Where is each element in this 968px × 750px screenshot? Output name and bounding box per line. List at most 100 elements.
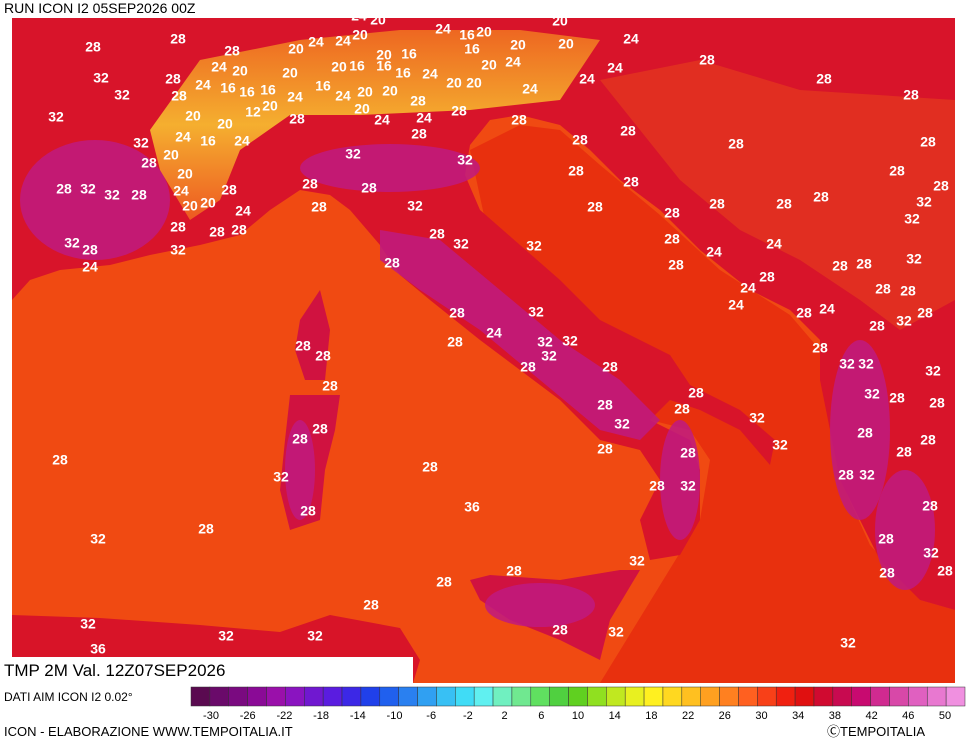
- temperature-label: 24: [435, 21, 451, 37]
- temperature-label: 24: [416, 110, 432, 126]
- source: DATI AIM ICON I2 0.02°: [4, 690, 133, 704]
- colorbar-swatch: [322, 686, 343, 707]
- run-title: RUN ICON I2 05SEP2026 00Z: [4, 0, 196, 16]
- temperature-label: 28: [878, 531, 894, 547]
- colorbar-swatch: [417, 686, 437, 707]
- temperature-label: 20: [357, 84, 373, 100]
- colorbar-swatch: [511, 686, 532, 707]
- temperature-label: 28: [511, 112, 527, 128]
- temperature-label: 32: [407, 198, 423, 214]
- temperature-label: 28: [688, 385, 704, 401]
- temperature-label: 24: [335, 88, 351, 104]
- colorbar-swatch: [738, 686, 758, 707]
- temperature-label: 32: [614, 416, 630, 432]
- temperature-label: 28: [900, 283, 916, 299]
- alps: [150, 30, 600, 220]
- temperature-label: 28: [568, 163, 584, 179]
- colorbar-swatch: [643, 686, 664, 707]
- temperature-label: 28: [520, 359, 536, 375]
- colorbar-swatch: [455, 686, 475, 707]
- temperature-label: 28: [856, 256, 872, 272]
- temperature-label: 16: [395, 65, 411, 81]
- temperature-label: 28: [776, 196, 792, 212]
- temperature-label: 20: [370, 12, 386, 28]
- temperature-label: 28: [649, 478, 665, 494]
- colorbar-swatch: [624, 686, 645, 707]
- temperature-label: 20: [481, 57, 497, 73]
- corsica: [295, 290, 330, 380]
- temperature-label: 28: [879, 565, 895, 581]
- colorbar-swatch: [360, 686, 381, 707]
- temperature-label: 28: [680, 445, 696, 461]
- colorbar-swatch: [719, 686, 739, 707]
- temperature-label: 28: [361, 180, 377, 196]
- colorbar-tick-label: 50: [939, 710, 951, 722]
- temperature-label: 28: [451, 103, 467, 119]
- temperature-label: 28: [597, 441, 613, 457]
- colorbar: -30 -26 -22 -18 -14 -10 -6 -2 2 6 10 14 18 22 26 30 34 38…: [190, 686, 966, 722]
- temperature-label: 28: [231, 222, 247, 238]
- temperature-label: 32: [925, 363, 941, 379]
- temperature-label: 28: [82, 242, 98, 258]
- colorbar-swatch: [908, 686, 928, 707]
- temperature-label: 20: [382, 83, 398, 99]
- colorbar-swatch: [473, 686, 494, 707]
- temperature-label: 28: [832, 258, 848, 274]
- colorbar-swatch: [492, 686, 513, 707]
- temperature-label: 32: [608, 624, 624, 640]
- temperature-label: 28: [674, 401, 690, 417]
- colorbar-tick-label: -26: [240, 710, 256, 722]
- temperature-label: 16: [220, 80, 236, 96]
- colorbar-tick-label: 18: [645, 710, 657, 722]
- temperature-label: 32: [133, 135, 149, 151]
- temperature-label: 24: [623, 31, 639, 47]
- colorbar-tick-label: 14: [609, 710, 621, 722]
- temperature-label: 28: [812, 340, 828, 356]
- temperature-label: 20: [510, 37, 526, 53]
- temperature-label: 28: [85, 39, 101, 55]
- temperature-label: 32: [772, 437, 788, 453]
- temperature-label: 32: [453, 236, 469, 252]
- temperature-label: 28: [311, 199, 327, 215]
- colorbar-swatch: [926, 686, 947, 707]
- temperature-label: 16: [459, 27, 475, 43]
- temperature-label: 28: [209, 224, 225, 240]
- temperature-label: 32: [104, 187, 120, 203]
- temperature-label: 28: [141, 155, 157, 171]
- colorbar-swatch: [549, 686, 569, 707]
- colorbar-tick-label: -2: [463, 710, 473, 722]
- temperature-label: 24: [195, 77, 211, 93]
- temperature-label: 16: [260, 82, 276, 98]
- colorbar-swatch: [775, 686, 796, 707]
- colorbar-tick-label: 10: [572, 710, 584, 722]
- title-box: [0, 0, 265, 16]
- temperature-label: 24: [728, 297, 744, 313]
- temperature-label: 28: [699, 52, 715, 68]
- temperature-label: 28: [623, 174, 639, 190]
- colorbar-swatch: [606, 686, 626, 707]
- temperature-label: 28: [302, 176, 318, 192]
- temperature-label: 28: [664, 231, 680, 247]
- temperature-label: 32: [528, 304, 544, 320]
- colorbar-swatch: [813, 686, 834, 707]
- temperature-label: 24: [82, 259, 98, 275]
- temperature-label: 28: [429, 226, 445, 242]
- temperature-label: 32: [680, 478, 696, 494]
- temperature-label: 20: [288, 41, 304, 57]
- colorbar-tick-label: -14: [350, 710, 366, 722]
- colorbar-swatch: [681, 686, 701, 707]
- temperature-label: 28: [449, 305, 465, 321]
- temperature-label: 28: [889, 163, 905, 179]
- temperature-label: 24: [607, 60, 623, 76]
- temperature-label: 28: [933, 178, 949, 194]
- temperature-label: 28: [572, 132, 588, 148]
- temperature-label: 32: [541, 348, 557, 364]
- temperature-label: 32: [90, 531, 106, 547]
- colorbar-swatch: [304, 686, 324, 707]
- temperature-label: 24: [422, 66, 438, 82]
- temperature-label: 16: [349, 58, 365, 74]
- temperature-label: 28: [506, 563, 522, 579]
- temperature-label: 32: [904, 211, 920, 227]
- temperature-label: 20: [177, 166, 193, 182]
- temperature-label: 28: [52, 452, 68, 468]
